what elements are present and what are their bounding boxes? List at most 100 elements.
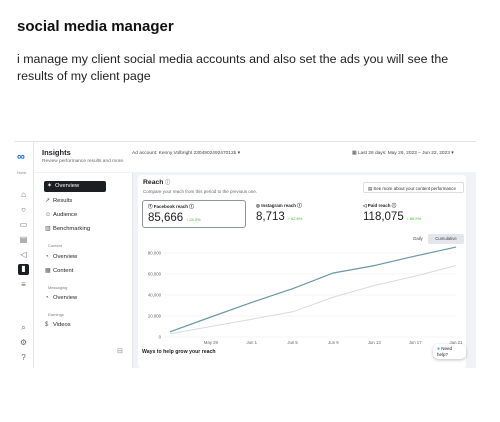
rail-label: Home	[17, 171, 27, 175]
grid-icon: ▦	[45, 268, 51, 274]
sidebar-item-overview[interactable]: ✶ Overview	[44, 181, 106, 192]
x-tick-label: Jun 17	[409, 340, 423, 345]
sidebar-item-content[interactable]: ▦ Content	[45, 266, 73, 277]
insights-sidebar: ✶ Overview ↗ Results ☺ Audience ▥ Benchmarki…	[34, 173, 133, 368]
x-tick-label: May 29	[204, 340, 219, 345]
series-line	[169, 265, 457, 335]
search-icon[interactable]: ⌕	[21, 323, 26, 332]
sidebar-item-label: Content	[53, 268, 74, 274]
x-tick-label: Jun 13	[368, 340, 382, 345]
card-label: ◎ Instagram reach ⓘ	[256, 203, 302, 208]
series-line	[169, 246, 457, 333]
need-help-label: Need help?	[437, 346, 453, 357]
date-range-selector[interactable]: ▦ Last 28 days: May 26, 2023 – Jun 22, 2…	[352, 151, 454, 156]
instagram-reach-card[interactable]: ◎ Instagram reach ⓘ 8,713 ↑ 42.6%	[251, 200, 355, 228]
menu-icon[interactable]: ≡	[21, 280, 26, 289]
icon-rail: ∞ Home ⌂ ○ ▭ ▤ ◁ ▮ ≡ ⌕ ⚙ ?	[14, 142, 34, 368]
content-icon[interactable]: ▤	[19, 235, 28, 244]
sidebar-item-label: Overview	[55, 183, 80, 189]
coin-icon: $	[45, 322, 49, 328]
collapse-sidebar-icon[interactable]: ⊟	[117, 348, 123, 355]
date-range-label: Last 28 days: May 26, 2023 – Jun 22, 202…	[357, 151, 450, 156]
page-header: Insights Review performance results and …	[34, 142, 476, 172]
instagram-icon: ◎	[256, 203, 260, 208]
card-value: 118,075 ↑ 89.9%	[363, 211, 422, 223]
chevron-down-icon: ▾	[451, 151, 454, 156]
overview-icon: ◔	[45, 295, 49, 301]
sidebar-group-earnings: Earnings	[48, 312, 64, 317]
card-value: 8,713 ↑ 42.6%	[256, 211, 303, 223]
cumulative-toggle[interactable]: Cumulative	[428, 234, 464, 244]
sidebar-item-label: Overview	[53, 254, 78, 260]
ad-account-label: Ad account: Kenny Volbright 230490249247…	[132, 151, 237, 156]
card-label: ◁ Paid reach ⓘ	[363, 203, 397, 208]
settings-icon[interactable]: ⚙	[19, 338, 28, 347]
sidebar-item-label: Audience	[53, 212, 78, 218]
people-icon: ☺	[45, 212, 52, 218]
sidebar-item-label: Benchmarking	[53, 226, 91, 232]
info-icon: ⓘ	[391, 203, 397, 208]
info-icon: ⓘ	[189, 204, 194, 209]
paid-reach-card[interactable]: ◁ Paid reach ⓘ 118,075 ↑ 89.9%	[358, 200, 462, 228]
ad-account-selector[interactable]: Ad account: Kenny Volbright 230490249247…	[132, 151, 240, 156]
sidebar-item-audience[interactable]: ☺ Audience	[45, 210, 77, 221]
reach-line-chart: 0 20,000 40,000 60,000 80,000 May 29 Jun 1 Jun …	[148, 246, 464, 345]
sidebar-item-benchmarking[interactable]: ▥ Benchmarking	[45, 224, 90, 235]
x-tick-label: Jun 21	[450, 340, 464, 345]
sidebar-item-content-overview[interactable]: ◔ Overview	[45, 252, 77, 263]
sidebar-item-messaging-overview[interactable]: ◔ Overview	[45, 293, 77, 304]
card-change: ↑ 24.3%	[186, 217, 201, 222]
ads-icon[interactable]: ◁	[20, 250, 27, 259]
calendar-small-icon: ▦	[352, 151, 357, 156]
grow-reach-heading: Ways to help grow your reach	[142, 349, 216, 355]
megaphone-icon: ◁	[363, 203, 367, 208]
reach-subheading: Compare your reach from this period to t…	[143, 189, 258, 194]
card-label: ⓕ Facebook reach ⓘ	[148, 204, 194, 209]
card-change: ↑ 89.9%	[406, 216, 422, 221]
post-title: social media manager	[17, 18, 174, 35]
insights-icon[interactable]: ▮	[18, 264, 29, 275]
chat-icon[interactable]: ○	[21, 205, 26, 214]
meta-logo-icon: ∞	[17, 151, 25, 163]
insights-screenshot: ∞ Home ⌂ ○ ▭ ▤ ◁ ▮ ≡ ⌕ ⚙ ? Insights Revi…	[14, 141, 476, 368]
sidebar-item-label: Videos	[53, 322, 71, 328]
y-tick-label: 20,000	[148, 314, 162, 319]
sidebar-item-results[interactable]: ↗ Results	[45, 196, 72, 207]
sidebar-group-messaging: Messaging	[48, 285, 68, 290]
sidebar-group-content: Content	[48, 243, 63, 248]
y-tick-label: 80,000	[148, 251, 162, 256]
x-tick-label: Jun 9	[328, 340, 339, 345]
chat-bubble-icon: ●	[437, 346, 441, 352]
see-more-label: See more about your content performance	[373, 186, 456, 191]
need-help-button[interactable]: ● Need help?	[433, 344, 466, 359]
trend-icon: ↗	[45, 198, 51, 204]
page-title: Insights	[42, 148, 71, 157]
help-icon[interactable]: ?	[21, 353, 26, 362]
info-icon: ⓘ	[297, 203, 302, 208]
card-change: ↑ 42.6%	[287, 216, 303, 221]
y-tick-label: 40,000	[148, 293, 162, 298]
see-more-button[interactable]: ▤ See more about your content performanc…	[363, 182, 464, 193]
x-tick-label: Jun 5	[287, 340, 298, 345]
y-tick-label: 60,000	[148, 272, 162, 277]
facebook-icon: ⓕ	[148, 204, 153, 209]
daily-toggle[interactable]: Daily	[413, 236, 423, 241]
benchmark-icon: ▥	[45, 226, 51, 232]
y-tick-label: 0	[159, 335, 162, 340]
sidebar-item-label: Overview	[53, 295, 78, 301]
reach-heading: Reach ⓘ	[143, 179, 171, 186]
card-value: 85,666 ↑ 24.3%	[148, 212, 201, 224]
overview-icon: ◔	[45, 254, 49, 260]
post-description: i manage my client social media accounts…	[17, 52, 449, 83]
calendar-icon[interactable]: ▭	[19, 220, 28, 229]
page-subtitle: Review performance results and more.	[42, 159, 125, 164]
home-icon[interactable]: ⌂	[21, 190, 26, 199]
x-tick-label: Jun 1	[246, 340, 257, 345]
info-icon: ⓘ	[165, 180, 171, 186]
facebook-reach-card[interactable]: ⓕ Facebook reach ⓘ 85,666 ↑ 24.3%	[142, 200, 246, 228]
sparkle-icon: ✶	[47, 183, 53, 189]
sidebar-item-videos[interactable]: $ Videos	[45, 320, 71, 331]
reach-panel: Reach ⓘ Compare your reach from this per…	[138, 175, 466, 368]
chart-icon: ▤	[368, 186, 373, 191]
sidebar-item-label: Results	[53, 198, 73, 204]
